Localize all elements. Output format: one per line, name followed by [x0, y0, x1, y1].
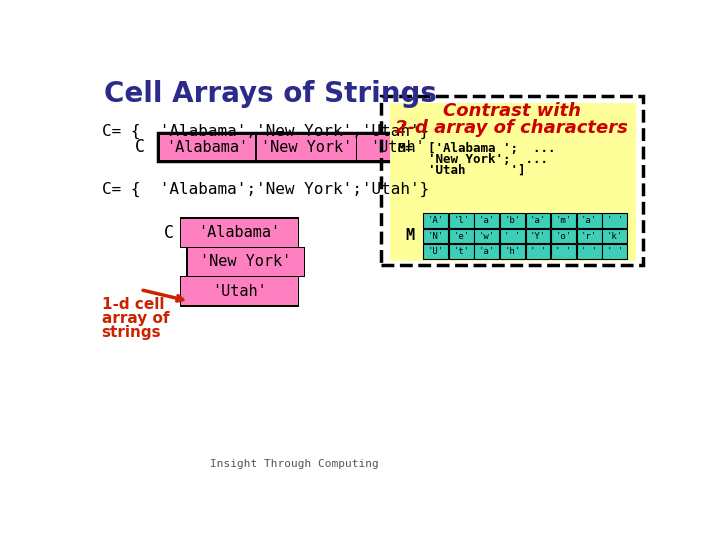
Bar: [551, 244, 576, 259]
Bar: [188, 248, 304, 276]
Text: 1-d cell: 1-d cell: [102, 298, 164, 312]
Text: 2-d array of characters: 2-d array of characters: [395, 119, 628, 137]
Bar: [160, 135, 255, 159]
Text: strings: strings: [102, 325, 161, 340]
Bar: [577, 244, 601, 259]
Text: 'Utah': 'Utah': [212, 284, 267, 299]
Text: ' ': ' ': [530, 247, 546, 256]
Bar: [158, 133, 445, 161]
Text: 'New York';  ...: 'New York'; ...: [397, 153, 548, 166]
Text: 'Alabama': 'Alabama': [199, 225, 281, 240]
Bar: [423, 244, 448, 259]
Text: ' ': ' ': [607, 247, 623, 256]
Text: 'o': 'o': [555, 232, 572, 241]
Text: C: C: [135, 138, 145, 156]
Text: 'h': 'h': [504, 247, 521, 256]
Text: 'Utah': 'Utah': [370, 140, 425, 154]
Text: 't': 't': [453, 247, 469, 256]
Bar: [390, 103, 636, 261]
Bar: [500, 244, 525, 259]
Text: ' ': ' ': [555, 247, 572, 256]
Text: 'e': 'e': [453, 232, 469, 241]
Text: ' ': ' ': [607, 216, 623, 225]
Text: 'a': 'a': [530, 216, 546, 225]
Text: 'New York': 'New York': [261, 140, 352, 154]
Bar: [500, 229, 525, 244]
Text: C= {  'Alabama';'New York';'Utah'}: C= { 'Alabama';'New York';'Utah'}: [102, 182, 429, 197]
Text: 'New York': 'New York': [200, 254, 292, 269]
Bar: [381, 96, 642, 265]
Bar: [186, 247, 305, 278]
Text: 'l': 'l': [453, 216, 469, 225]
Text: 'm': 'm': [555, 216, 572, 225]
Text: C: C: [164, 224, 174, 242]
Bar: [449, 213, 474, 228]
Bar: [602, 213, 627, 228]
Text: ' ': ' ': [504, 232, 521, 241]
Bar: [602, 244, 627, 259]
Text: 'Alabama': 'Alabama': [166, 140, 248, 154]
Text: Contrast with: Contrast with: [443, 102, 580, 120]
Text: array of: array of: [102, 311, 169, 326]
Bar: [180, 217, 300, 248]
Bar: [551, 229, 576, 244]
Text: 'k': 'k': [607, 232, 623, 241]
Text: 'r': 'r': [581, 232, 597, 241]
Bar: [180, 276, 300, 307]
Bar: [181, 219, 297, 247]
Bar: [526, 213, 550, 228]
Bar: [526, 229, 550, 244]
Text: 'A': 'A': [428, 216, 444, 225]
Text: ' ': ' ': [581, 247, 597, 256]
Bar: [474, 229, 499, 244]
Text: Insight Through Computing: Insight Through Computing: [210, 459, 379, 469]
Bar: [526, 244, 550, 259]
Text: 'a': 'a': [479, 216, 495, 225]
Bar: [577, 213, 601, 228]
Bar: [500, 213, 525, 228]
Text: 'Y': 'Y': [530, 232, 546, 241]
Text: 'a': 'a': [581, 216, 597, 225]
Bar: [423, 229, 448, 244]
Bar: [474, 213, 499, 228]
Bar: [474, 244, 499, 259]
Bar: [449, 229, 474, 244]
Bar: [357, 135, 437, 159]
Bar: [256, 135, 356, 159]
Text: 'Utah      ']: 'Utah ']: [397, 164, 525, 177]
Bar: [602, 229, 627, 244]
Text: 'N': 'N': [428, 232, 444, 241]
Text: C= {  'Alabama','New York','Utah'}: C= { 'Alabama','New York','Utah'}: [102, 124, 429, 139]
Text: 'b': 'b': [504, 216, 521, 225]
Bar: [577, 229, 601, 244]
Bar: [181, 278, 297, 305]
Text: M=  ['Alabama ';  ...: M= ['Alabama '; ...: [397, 142, 555, 155]
Text: M: M: [405, 228, 415, 243]
Text: Cell Arrays of Strings: Cell Arrays of Strings: [104, 80, 437, 108]
Bar: [423, 213, 448, 228]
Text: 'w': 'w': [479, 232, 495, 241]
Text: 'a': 'a': [479, 247, 495, 256]
Text: 'U': 'U': [428, 247, 444, 256]
Bar: [551, 213, 576, 228]
Bar: [449, 244, 474, 259]
